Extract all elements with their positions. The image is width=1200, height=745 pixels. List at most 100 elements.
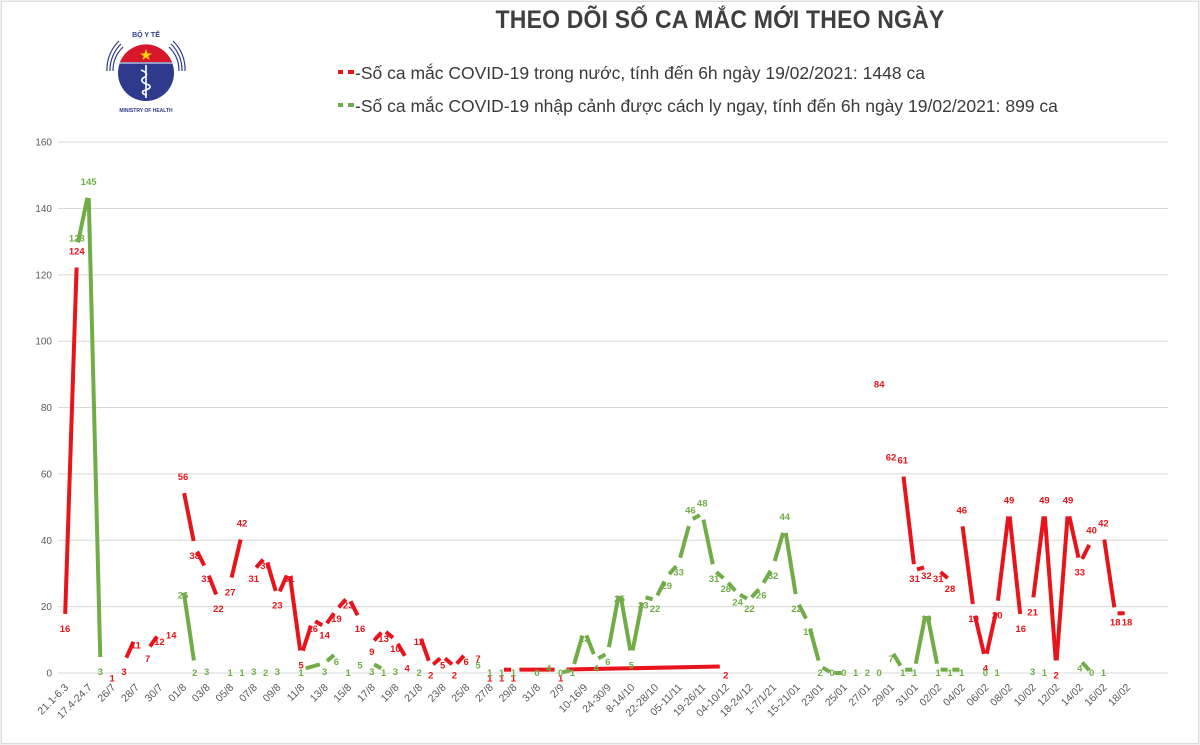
- domestic-data-label: 16: [355, 624, 366, 635]
- imported-data-label: 24: [732, 597, 743, 608]
- domestic-data-label: 38: [190, 551, 201, 562]
- imported-line-segment: [750, 588, 761, 599]
- domestic-data-label: 19: [331, 614, 342, 625]
- imported-line-segment: [821, 665, 831, 674]
- domestic-line-segment: [148, 635, 159, 648]
- domestic-line-segment: [455, 654, 466, 666]
- logo-arcs-icon: [106, 40, 186, 72]
- imported-data-label: 1: [228, 668, 234, 679]
- imported-data-label: 1: [995, 668, 1001, 679]
- imported-data-label: 46: [685, 505, 696, 516]
- x-tick-label: 04/02: [941, 682, 968, 709]
- domestic-line-segment: [1042, 516, 1058, 661]
- domestic-line-segment: [300, 625, 313, 652]
- domestic-line-segment: [960, 526, 975, 605]
- imported-line-segment: [584, 634, 596, 655]
- domestic-data-label: 28: [945, 584, 956, 595]
- domestic-line-segment: [984, 612, 998, 655]
- domestic-data-label: 20: [992, 611, 1003, 622]
- domestic-data-label: 124: [69, 247, 86, 258]
- domestic-line-segment: [372, 631, 383, 642]
- domestic-line-segment: [443, 656, 454, 666]
- imported-line-segment: [913, 615, 928, 665]
- domestic-data-label: 1: [499, 674, 505, 685]
- imported-data-label: 26: [178, 591, 189, 602]
- imported-line-segment: [797, 603, 808, 620]
- domestic-line-segment: [1067, 515, 1081, 559]
- imported-data-label: 3: [98, 667, 103, 678]
- imported-data-label: 0: [829, 668, 834, 679]
- domestic-data-label: 1: [110, 674, 116, 685]
- x-tick-label: 26/7: [95, 682, 118, 705]
- domestic-data-label: 2: [723, 670, 728, 681]
- domestic-data-label: 42: [237, 519, 248, 530]
- imported-data-label: 32: [768, 571, 779, 582]
- svg-text:MINISTRY OF HEALTH: MINISTRY OF HEALTH: [119, 108, 173, 114]
- y-tick-label: 60: [41, 469, 53, 480]
- imported-data-label: 1: [298, 668, 304, 679]
- gridlines: [58, 141, 1168, 674]
- domestic-data-label: 1: [511, 674, 517, 685]
- legend-swatch-imported-icon: [338, 103, 343, 108]
- domestic-data-label: 14: [166, 631, 177, 642]
- imported-data-label: 0: [534, 668, 539, 679]
- domestic-data-label: 31: [909, 574, 920, 585]
- imported-line-segment: [925, 615, 939, 665]
- x-tick-label: 18/02: [1106, 682, 1133, 709]
- domestic-data-label: 18: [1122, 617, 1133, 628]
- imported-line-segment: [645, 595, 654, 602]
- imported-line-segment: [86, 197, 103, 658]
- imported-data-label: 7: [888, 654, 893, 665]
- domestic-data-label: 23: [343, 601, 354, 612]
- domestic-data-label: 61: [898, 456, 909, 467]
- x-tick-label: 27/01: [846, 682, 873, 709]
- imported-line-segment: [678, 525, 691, 559]
- domestic-line-segment: [901, 476, 916, 565]
- imported-line-segment: [761, 569, 773, 584]
- imported-line-segment: [606, 595, 621, 648]
- legend-label-domestic: -Số ca mắc COVID-19 trong nước, tính đến…: [355, 63, 925, 83]
- imported-data-label: 0: [877, 668, 882, 679]
- imported-data-label: 0: [983, 668, 988, 679]
- domestic-data-label: 31: [284, 574, 295, 585]
- rod-of-asclepius-icon: [140, 65, 151, 98]
- imported-line-segment: [726, 581, 737, 593]
- x-tick-label: 30/7: [143, 682, 166, 705]
- imported-data-label: 3: [204, 667, 209, 678]
- imported-data-label: 0: [1089, 668, 1094, 679]
- x-tick-label: 13/8: [308, 682, 331, 705]
- domestic-data-label: 13: [378, 634, 389, 645]
- domestic-line-segment: [124, 640, 136, 659]
- domestic-line-segment: [206, 574, 219, 596]
- domestic-data-label: 7: [145, 654, 150, 665]
- x-tick-label: 17/8: [355, 682, 378, 705]
- domestic-line-segment: [995, 516, 1011, 601]
- legend-dash-imported-icon: [348, 103, 354, 108]
- ministry-of-health-logo: BỘ Y TẾ MINISTRY OF HEALTH: [106, 29, 186, 114]
- domestic-line-segment: [348, 600, 360, 617]
- svg-text:BỘ Y TẾ: BỘ Y TẾ: [132, 29, 160, 39]
- domestic-data-label: 27: [225, 587, 236, 598]
- x-tick-label: 25/8: [449, 682, 472, 705]
- domestic-data-label: 16: [1016, 624, 1027, 635]
- y-tick-label: 140: [35, 204, 52, 215]
- imported-line-segment: [783, 532, 798, 595]
- domestic-line-segment: [396, 642, 407, 657]
- domestic-data-label: 42: [1098, 519, 1109, 530]
- imported-line-segment: [1080, 661, 1091, 672]
- imported-line-segment: [618, 595, 633, 651]
- imported-data-label: 1: [1042, 668, 1048, 679]
- x-axis-labels: 21.1-6.317.4-24.7 26/7 28/7 30/7 01/8 03/8 05/…: [35, 682, 1133, 722]
- imported-data-label: 22: [791, 604, 802, 615]
- x-tick-label: 05/8: [213, 682, 236, 705]
- imported-data-label: 26: [756, 591, 767, 602]
- x-tick-label: 15/8: [331, 682, 354, 705]
- x-tick-label: 23/8: [426, 682, 449, 705]
- imported-data-label: 4: [1077, 664, 1083, 675]
- imported-data-label: 1: [853, 668, 859, 679]
- domestic-data-label: 84: [874, 379, 885, 390]
- imported-data-label: 1: [936, 668, 942, 679]
- domestic-data-label: 16: [308, 624, 319, 635]
- x-tick-label: 29/8: [497, 682, 520, 705]
